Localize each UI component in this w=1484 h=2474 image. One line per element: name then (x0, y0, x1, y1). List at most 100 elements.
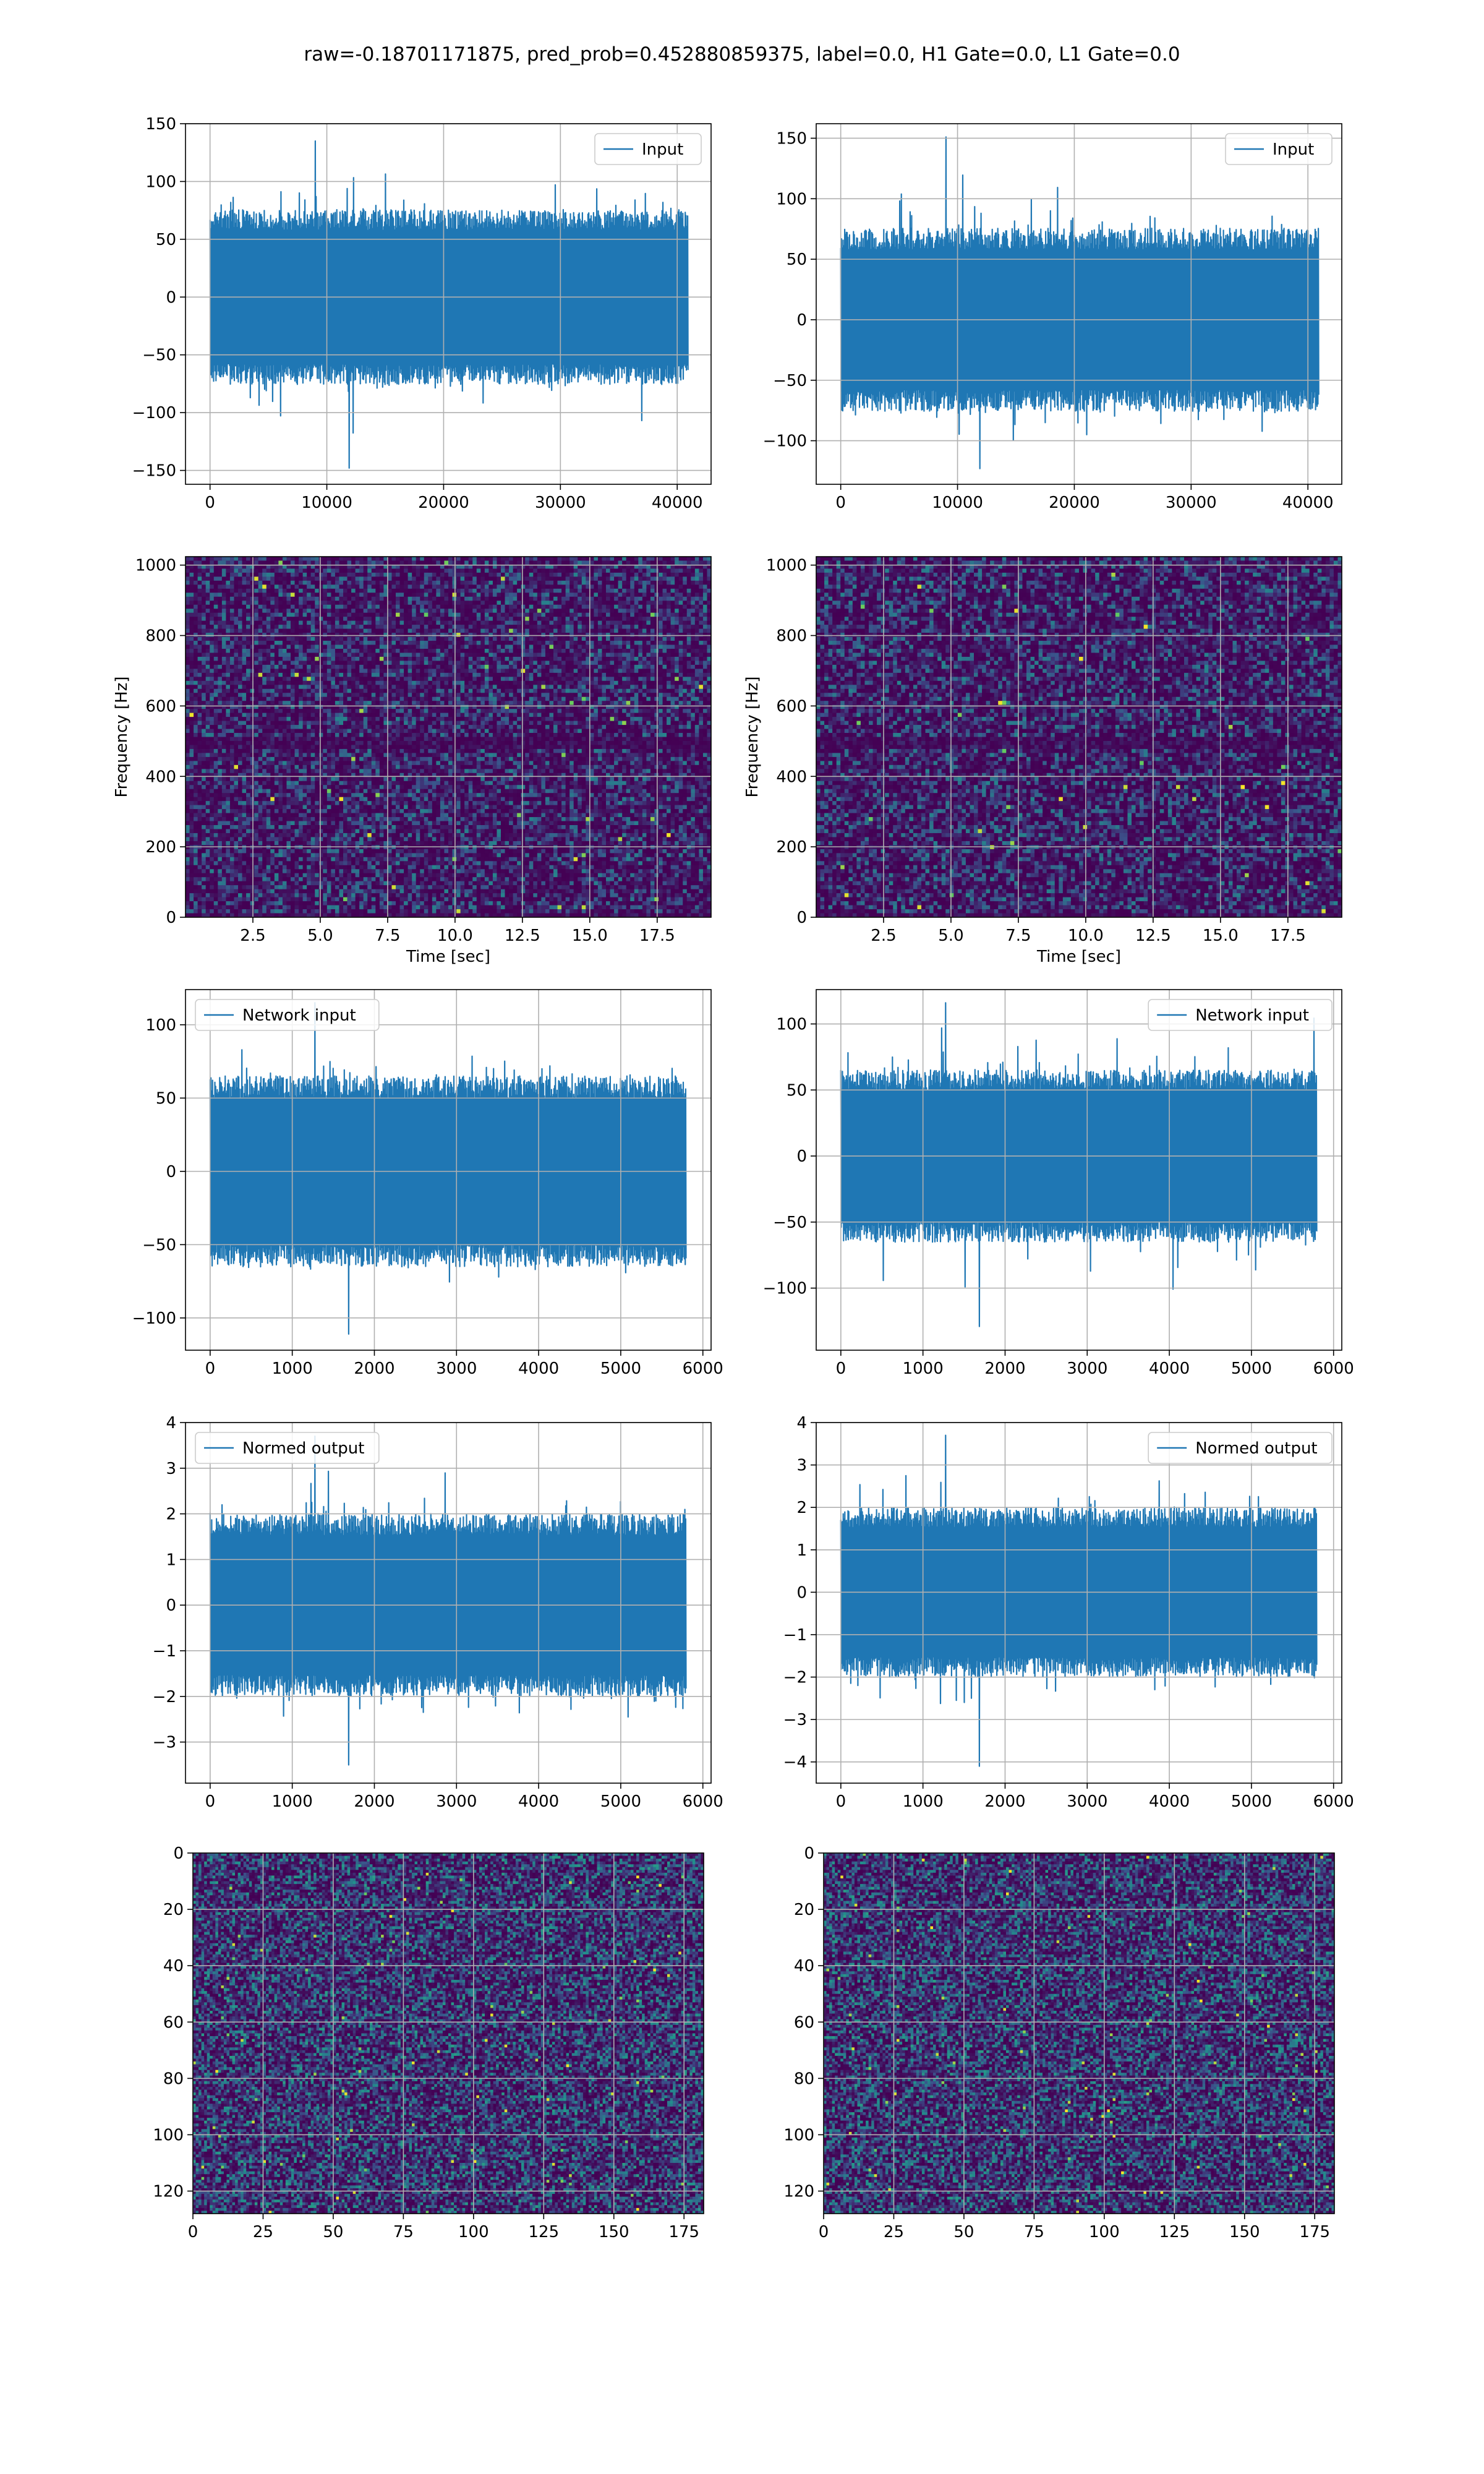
series-line (210, 141, 688, 468)
legend-label: Normed output (1195, 1439, 1317, 1458)
y-tick-label: 4 (166, 1414, 176, 1432)
x-tick-label: 12.5 (1135, 927, 1171, 945)
x-tick-label: 6000 (683, 1359, 723, 1378)
x-tick-label: 75 (393, 2223, 414, 2241)
y-axis-label: Frequency [Hz] (743, 676, 762, 797)
x-tick-label: 1000 (272, 1792, 313, 1811)
x-tick-label: 30000 (1166, 494, 1217, 512)
y-tick-label: −50 (773, 1213, 807, 1232)
x-tick-label: 2000 (984, 1792, 1025, 1811)
x-tick-label: 30000 (535, 494, 586, 512)
y-tick-label: 60 (794, 2013, 814, 2032)
y-tick-label: −3 (153, 1734, 176, 1752)
x-tick-label: 40000 (652, 494, 703, 512)
x-tick-label: 1000 (272, 1359, 313, 1378)
x-tick-label: 20000 (418, 494, 469, 512)
series-line (841, 1003, 1317, 1326)
y-tick-label: 100 (776, 1016, 807, 1034)
y-tick-label: 0 (796, 909, 807, 927)
x-tick-label: 10000 (932, 494, 983, 512)
x-axis-label: Time [sec] (406, 948, 490, 966)
y-tick-label: 0 (166, 1163, 176, 1181)
x-tick-label: 75 (1024, 2223, 1044, 2241)
x-tick-label: 1000 (903, 1792, 944, 1811)
x-tick-label: 125 (1159, 2223, 1190, 2241)
x-tick-label: 2000 (354, 1359, 394, 1378)
series-line (841, 1436, 1317, 1766)
y-tick-label: −2 (153, 1688, 176, 1706)
x-tick-label: 50 (953, 2223, 974, 2241)
series-line (210, 1436, 686, 1765)
x-tick-label: 4000 (518, 1359, 559, 1378)
y-tick-label: 0 (166, 909, 176, 927)
y-tick-label: 400 (145, 768, 176, 786)
x-tick-label: 2000 (354, 1792, 394, 1811)
y-tick-label: 20 (794, 1901, 814, 1919)
plot-area (210, 1003, 686, 1334)
y-tick-label: 100 (145, 173, 176, 191)
plot-area (841, 1003, 1317, 1326)
y-tick-label: 800 (145, 627, 176, 646)
x-tick-label: 6000 (1313, 1359, 1354, 1378)
y-tick-label: −100 (132, 404, 176, 422)
x-tick-label: 150 (599, 2223, 629, 2241)
x-tick-label: 5.0 (938, 927, 963, 945)
legend-label: Network input (1195, 1006, 1309, 1025)
y-tick-label: 600 (145, 697, 176, 716)
legend-label: Network input (242, 1006, 356, 1025)
y-tick-label: 50 (787, 1081, 807, 1100)
x-tick-label: 25 (253, 2223, 273, 2241)
x-tick-label: 0 (835, 494, 846, 512)
x-tick-label: 5.0 (307, 927, 333, 945)
y-tick-label: 200 (776, 838, 807, 857)
x-tick-label: 7.5 (1005, 927, 1031, 945)
y-tick-label: −150 (132, 462, 176, 481)
legend-label: Input (1273, 140, 1314, 159)
y-tick-label: −50 (142, 1236, 176, 1254)
legend: Normed output (195, 1432, 379, 1463)
y-tick-label: 3 (166, 1460, 176, 1478)
legend: Network input (195, 999, 379, 1030)
x-tick-label: 0 (205, 494, 215, 512)
x-tick-label: 6000 (1313, 1792, 1354, 1811)
y-tick-label: 100 (783, 2126, 814, 2144)
y-tick-label: 100 (153, 2126, 184, 2144)
x-tick-label: 3000 (436, 1359, 477, 1378)
x-tick-label: 100 (1089, 2223, 1120, 2241)
x-tick-label: 5000 (600, 1359, 641, 1378)
plot-area (824, 1853, 1335, 2214)
y-tick-label: 0 (166, 1596, 176, 1615)
plot-area (193, 1853, 704, 2214)
y-tick-label: 40 (794, 1957, 814, 1975)
x-tick-label: 3000 (1067, 1359, 1107, 1378)
y-tick-label: −2 (783, 1669, 807, 1687)
y-tick-label: 100 (776, 190, 807, 208)
x-tick-label: 4000 (1149, 1792, 1190, 1811)
x-tick-label: 175 (668, 2223, 699, 2241)
x-tick-label: 3000 (436, 1792, 477, 1811)
chart-normed-output-h1: 0 1000 2000 3000 4000 5000 600043210−1−2−3Norm… (153, 1414, 723, 1811)
y-tick-label: 800 (776, 627, 807, 646)
y-tick-label: 0 (804, 1844, 814, 1863)
series-line (210, 1003, 686, 1334)
chart-spectrogram-h1: 2.5 5.0 7.5 10.0 12.5 15.0 17.5100080060040020… (113, 557, 712, 966)
y-tick-label: −100 (763, 1280, 807, 1298)
x-tick-label: 5000 (1231, 1359, 1272, 1378)
x-tick-label: 2.5 (871, 927, 896, 945)
x-tick-label: 0 (819, 2223, 829, 2241)
y-tick-label: 1000 (135, 557, 176, 575)
heatmap-cells (824, 1853, 1335, 2214)
y-tick-label: 80 (163, 2070, 184, 2088)
x-tick-label: 4000 (518, 1792, 559, 1811)
chart-network-input-l1: 0 1000 2000 3000 4000 5000 6000100500−50−100Ne… (763, 990, 1354, 1378)
y-tick-label: 0 (173, 1844, 184, 1863)
legend: Input (1226, 134, 1332, 165)
y-tick-label: 100 (145, 1016, 176, 1035)
y-tick-label: 2 (166, 1505, 176, 1524)
legend: Network input (1148, 999, 1332, 1030)
y-tick-label: 1 (796, 1541, 807, 1560)
y-tick-label: 3 (796, 1457, 807, 1475)
